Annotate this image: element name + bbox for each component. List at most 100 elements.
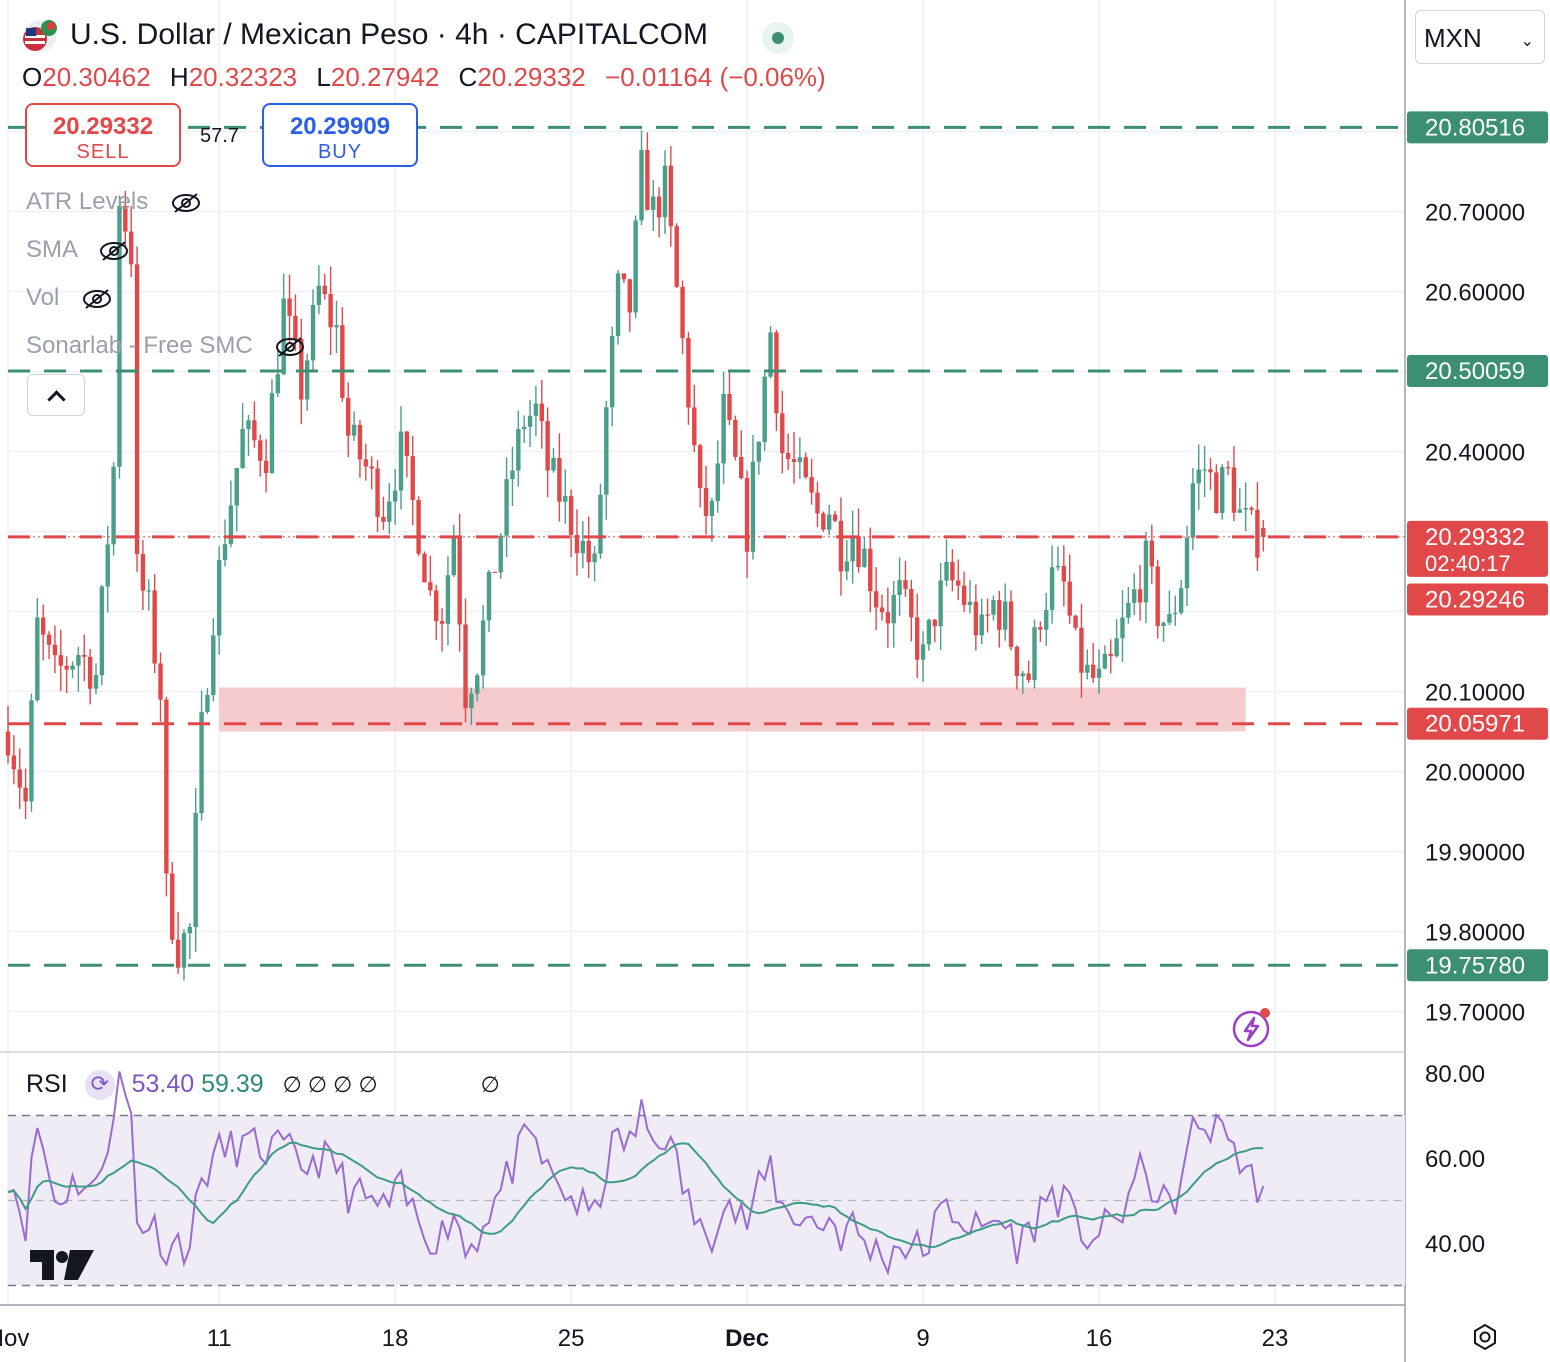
price-tick-label: 20.60000 [1425,280,1525,307]
candle-body [674,226,679,287]
candle-body [1237,509,1243,513]
candle-body [956,580,961,586]
price-tick-label: 19.90000 [1425,840,1525,867]
candle-body [586,541,591,563]
candle-body [580,541,586,554]
gear-icon[interactable] [1470,1322,1500,1352]
candle-body [832,514,838,521]
bar-countdown: 02:40:17 [1425,551,1511,576]
indicator-vol[interactable]: Vol [26,284,112,312]
candle-body [903,580,908,589]
candle-body [1002,601,1008,630]
candle-body [281,298,286,375]
candle-body [392,490,398,502]
candle-body [744,477,750,552]
currency-selector[interactable]: MXN ⌄ [1415,10,1545,64]
candle-body [439,621,445,624]
candle-body [445,575,451,624]
candle-body [1038,627,1043,630]
candle-body [199,711,204,814]
eye-off-icon[interactable] [82,288,112,310]
indicator-sma[interactable]: SMA [26,236,129,264]
candle-body [193,813,198,928]
candle-body [838,520,844,572]
candle-body [1020,673,1025,677]
candle-body [211,635,216,695]
candle-body [111,466,116,545]
candle-body [1026,673,1031,681]
candle-body [11,755,17,770]
price-tick-label: 19.80000 [1425,920,1525,947]
buy-button[interactable]: 20.29909 BUY [262,103,418,167]
time-tick-label: Dec [725,1325,769,1352]
eye-off-icon[interactable] [275,336,305,358]
eye-off-icon[interactable] [99,240,129,262]
candle-body [938,580,943,627]
symbol-title[interactable]: U.S. Dollar / Mexican Peso · 4h · CAPITA… [70,18,708,51]
candle-body [140,554,146,591]
candle-body [222,544,228,560]
candle-body [123,205,128,232]
price-tick-label: 20.00000 [1425,760,1525,787]
candle-body [756,441,762,462]
candle-body [803,457,808,477]
candle-body [914,617,920,660]
candle-body [240,428,245,469]
candle-body [809,476,814,493]
candle-body [1196,469,1201,484]
candle-body [621,273,627,280]
candle-body [346,397,351,436]
sell-button[interactable]: 20.29332 SELL [25,103,181,167]
candle-body [1202,469,1207,471]
rsi-tick-label: 40.00 [1425,1231,1485,1258]
candle-body [334,325,339,328]
candle-body [733,419,738,457]
candle-body [99,586,105,676]
candle-body [516,429,521,471]
rsi-legend[interactable]: RSI 53.40 59.39 ∅ ∅ ∅ ∅ ∅ [26,1070,500,1101]
rsi-empty-value-extra: ∅ [480,1072,500,1097]
candle-body [1243,507,1248,510]
rsi-ma-line [7,1141,1264,1249]
price-axis: 20.70000 20.60000 20.40000 20.10000 20.00000… [1425,200,1525,1027]
candle-body [375,468,380,517]
candle-body [381,516,386,522]
indicator-name: ATR Levels [26,188,149,215]
candle-body [1155,566,1160,626]
indicator-name: Sonarlab - Free SMC [26,332,253,359]
candle-body [246,420,251,429]
candle-body [363,459,369,467]
rsi-refresh-icon[interactable] [84,1070,115,1101]
candle-body [340,325,345,398]
rsi-ma-value: 59.39 [201,1070,264,1098]
candle-body [293,315,298,340]
candle-body [451,536,456,576]
candle-body [991,600,996,615]
indicator-atr-levels[interactable]: ATR Levels [26,188,201,216]
candle-body [316,285,322,305]
lightning-alert-icon[interactable] [1230,1006,1272,1048]
candle-body [797,457,803,463]
candle-body [1032,627,1037,681]
candle-body [1208,469,1213,473]
candle-body [175,939,181,968]
candle-body [568,496,574,535]
collapse-legend-button[interactable] [27,374,85,416]
level-label: 20.29332 [1425,524,1525,551]
candle-body [23,787,28,802]
indicator-sonarlab-smc[interactable]: Sonarlab - Free SMC [26,332,305,360]
candle-body [721,393,726,464]
candle-body [52,644,58,656]
candle-body [1126,602,1131,618]
ohlc-readout: O20.30462 H20.32323 L20.27942 C20.29332 … [22,62,838,93]
candle-body [856,536,861,567]
candle-body [1120,617,1125,639]
candle-body [1014,646,1020,677]
eye-off-icon[interactable] [171,192,201,214]
candle-body [463,624,468,709]
tradingview-logo-icon[interactable] [30,1248,94,1282]
candle-body [258,440,263,461]
candle-body [1143,540,1149,603]
candle-body [1008,601,1014,647]
